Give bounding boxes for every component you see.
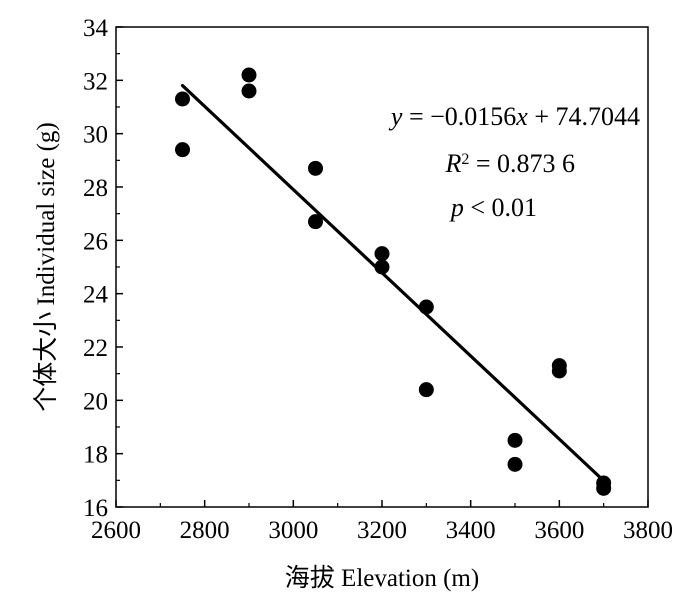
data-point bbox=[507, 456, 523, 472]
data-point bbox=[175, 142, 190, 158]
p-value-value: < 0.01 bbox=[464, 193, 537, 222]
x-tick-label: 3400 bbox=[446, 517, 496, 544]
x-tick-label: 2600 bbox=[91, 517, 141, 544]
x-tick-label: 2800 bbox=[180, 517, 230, 544]
fit-layer bbox=[180, 83, 606, 483]
data-point bbox=[175, 91, 190, 107]
regression-line bbox=[180, 83, 606, 483]
data-point bbox=[551, 363, 567, 379]
x-tick-label: 3800 bbox=[623, 517, 673, 544]
y-tick-label: 22 bbox=[83, 335, 108, 362]
data-point bbox=[374, 259, 390, 275]
equation-y-var: y bbox=[388, 102, 403, 131]
data-point bbox=[241, 67, 257, 83]
regression-equation: y = −0.0156x + 74.7044 bbox=[388, 102, 640, 131]
r-squared-exponent: 2 bbox=[461, 151, 469, 168]
x-tick-label: 3000 bbox=[268, 517, 318, 544]
y-tick-label: 18 bbox=[83, 442, 108, 469]
y-tick-label: 30 bbox=[83, 122, 108, 149]
y-tick-label: 26 bbox=[83, 228, 108, 255]
data-point bbox=[308, 160, 323, 176]
y-tick-label: 24 bbox=[83, 282, 109, 309]
data-point bbox=[418, 299, 434, 315]
data-point bbox=[308, 214, 323, 230]
tick-layer: 2600 2800 3000 3200 3400 3600 3800 16 18 20 22 24 26… bbox=[83, 15, 673, 544]
equation-intercept: + 74.7044 bbox=[528, 102, 640, 131]
y-tick-label: 28 bbox=[83, 175, 108, 202]
y-tick-label: 16 bbox=[83, 495, 108, 522]
points-layer bbox=[175, 67, 612, 496]
x-tick-label: 3600 bbox=[534, 517, 584, 544]
plot-frame bbox=[115, 26, 649, 508]
r-squared-value: = 0.873 6 bbox=[469, 149, 575, 178]
data-point bbox=[241, 83, 257, 99]
p-value-label: p bbox=[449, 193, 464, 222]
r-squared-label: R bbox=[444, 149, 461, 178]
equation-slope: = −0.0156 bbox=[402, 102, 516, 131]
equation-x-var: x bbox=[515, 102, 528, 131]
y-axis-title: 个体大小 Individual size (g) bbox=[32, 122, 60, 412]
y-tick-label: 20 bbox=[83, 388, 108, 415]
r-squared-annotation: R2 = 0.873 6 bbox=[444, 149, 575, 178]
data-point bbox=[374, 246, 390, 262]
y-tick-label: 34 bbox=[83, 15, 109, 42]
x-tick-label: 3200 bbox=[357, 517, 407, 544]
data-point bbox=[596, 480, 612, 496]
p-value-annotation: p < 0.01 bbox=[449, 193, 537, 222]
y-tick-label: 32 bbox=[83, 68, 108, 95]
data-point bbox=[507, 432, 523, 448]
data-point bbox=[418, 382, 434, 398]
x-axis-title: 海拔 Elevation (m) bbox=[285, 564, 479, 592]
